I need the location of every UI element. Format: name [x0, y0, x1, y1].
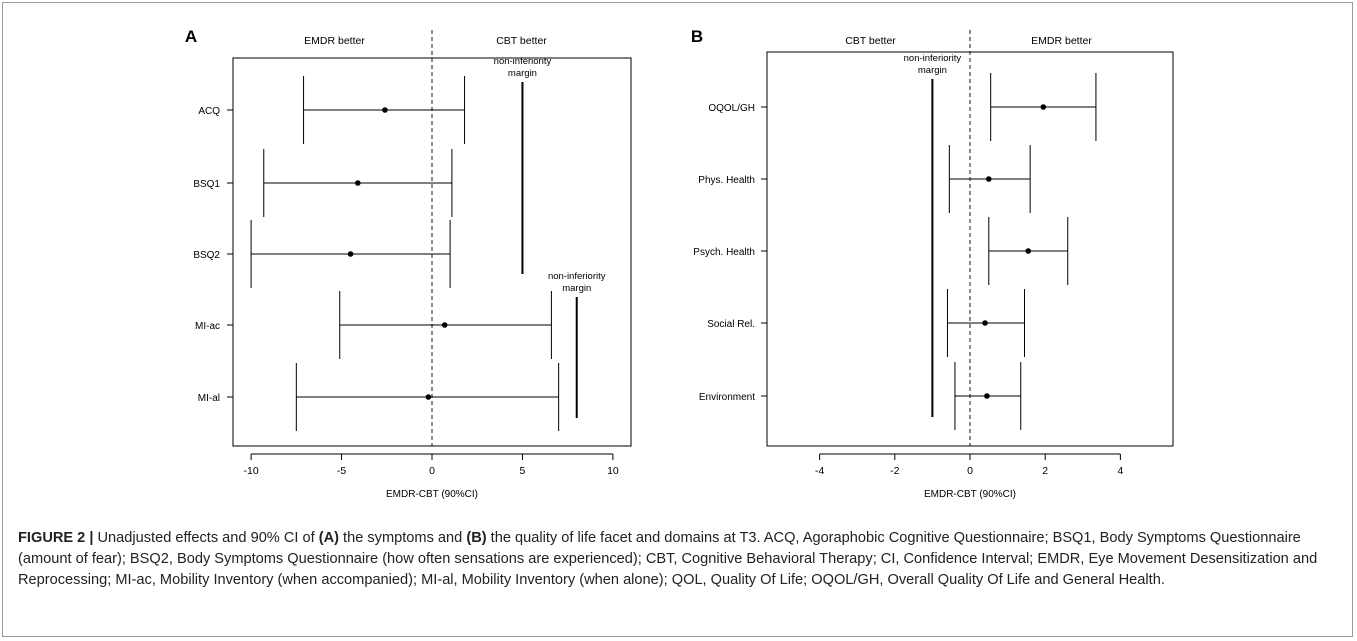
panel-b-row-label: OQOL/GH	[708, 103, 755, 114]
panel-b-x-tick-label: 4	[1117, 465, 1123, 477]
caption-text-2: the symptoms and	[338, 530, 467, 546]
panel-b-margin-label: non-inferiority	[904, 53, 962, 64]
panel-a-row-label: BSQ2	[193, 250, 220, 261]
panel-b-label: B	[691, 27, 703, 46]
panel-a-x-tick-label: -5	[337, 465, 346, 477]
caption-panel-a: (A)	[318, 530, 339, 546]
panel-b-margin-label: margin	[918, 65, 947, 76]
caption-text-1: Unadjusted effects and 90% CI of	[93, 530, 319, 546]
panel-b-x-tick-label: -2	[890, 465, 899, 477]
panel-a-estimate-point	[382, 107, 388, 113]
panel-a-x-tick-label: 5	[520, 465, 526, 477]
panel-a-row-label: BSQ1	[193, 179, 220, 190]
panel-b-x-tick-label: 2	[1042, 465, 1048, 477]
panel-b-row-label: Psych. Health	[693, 247, 755, 258]
panel-a-row-label: MI-ac	[195, 321, 220, 332]
panel-a-row-label: ACQ	[198, 106, 220, 117]
caption-text-3: the quality of life facet and domains at…	[18, 530, 1318, 588]
panel-a-header-right: CBT better	[496, 35, 547, 47]
panel-a-label: A	[185, 27, 197, 46]
panel-a-margin-label: non-inferiority	[548, 271, 606, 282]
figure-caption: FIGURE 2 | Unadjusted effects and 90% CI…	[18, 528, 1338, 591]
panel-a-x-axis-label: EMDR-CBT (90%CI)	[386, 489, 478, 500]
panel-a-x-tick-label: -10	[243, 465, 258, 477]
panel-b-x-tick-label: 0	[967, 465, 973, 477]
panel-b-x-tick-label: -4	[815, 465, 824, 477]
panel-a-estimate-point	[355, 180, 361, 186]
panel-a-estimate-point	[441, 322, 448, 328]
panel-b-estimate-point	[985, 176, 992, 182]
panel-a-x-tick-label: 10	[607, 465, 619, 477]
panel-a-header-left: EMDR better	[304, 35, 365, 47]
panel-b-estimate-point	[1025, 248, 1032, 254]
panel-a-x-tick-label: 0	[429, 465, 435, 477]
forest-plot-figure: A EMDR better CBT better -10 -5 0 5 10 EMDR-CBT …	[185, 27, 1174, 500]
panel-b-row-label: Social Rel.	[707, 319, 755, 330]
panel-b-estimate-point	[984, 393, 990, 399]
panel-b-x-axis-label: EMDR-CBT (90%CI)	[924, 489, 1016, 500]
panel-a-margin-label: margin	[562, 283, 591, 294]
panel-b-row-label: Environment	[699, 392, 755, 403]
panel-b-estimate-point	[1040, 104, 1047, 110]
caption-lead: FIGURE 2 |	[18, 530, 94, 546]
panel-b-header-left: CBT better	[845, 35, 896, 47]
panel-a-estimate-point	[425, 394, 432, 400]
panel-b-header-right: EMDR better	[1031, 35, 1092, 47]
panel-a-row-label: MI-al	[198, 393, 220, 404]
panel-a-margin-label: margin	[508, 68, 537, 79]
panel-b-row-label: Phys. Health	[698, 175, 755, 186]
caption-panel-b: (B)	[466, 530, 487, 546]
panel-a-margin-label: non-inferiority	[494, 56, 552, 67]
panel-b-estimate-point	[982, 320, 988, 326]
panel-a-estimate-point	[347, 251, 354, 257]
